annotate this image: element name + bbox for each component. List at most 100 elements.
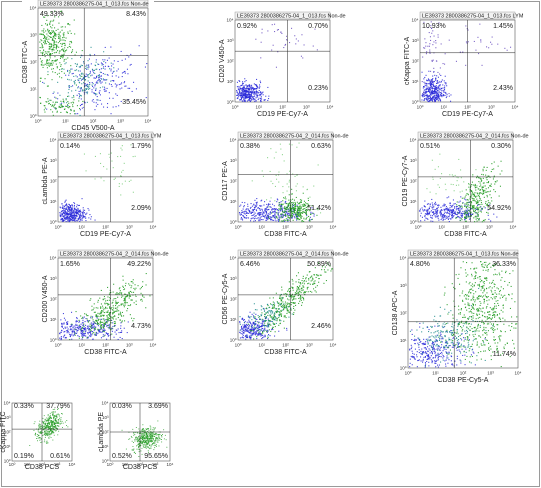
event-dot bbox=[77, 204, 79, 206]
event-dot bbox=[431, 92, 433, 94]
event-dot bbox=[79, 94, 81, 96]
plot-title: LE39373 2800386275-04_2_014.fcs Non-de bbox=[60, 252, 169, 258]
event-dot bbox=[124, 301, 126, 303]
event-dot bbox=[59, 50, 61, 52]
event-dot bbox=[291, 144, 293, 146]
x-axis-label: CD19 PE-Cy7-A bbox=[442, 111, 493, 118]
event-dot bbox=[433, 212, 435, 214]
event-dot bbox=[473, 208, 475, 210]
event-dot bbox=[460, 196, 462, 198]
event-dot bbox=[70, 216, 72, 218]
event-dot bbox=[110, 291, 112, 293]
event-dot bbox=[75, 89, 77, 91]
event-dot bbox=[119, 311, 121, 313]
event-dot bbox=[285, 317, 287, 319]
event-dot bbox=[79, 94, 81, 96]
event-dot bbox=[295, 293, 297, 295]
event-dot bbox=[281, 206, 283, 208]
event-dot bbox=[130, 299, 132, 301]
event-dot bbox=[81, 217, 83, 219]
event-dot bbox=[269, 323, 271, 325]
event-dot bbox=[429, 52, 431, 54]
event-dot bbox=[50, 54, 52, 56]
event-dot bbox=[466, 201, 468, 203]
event-dot bbox=[70, 206, 72, 208]
event-dot bbox=[245, 328, 247, 330]
event-dot bbox=[46, 60, 48, 62]
y-tick-label: 10² bbox=[227, 59, 234, 64]
event-dot bbox=[69, 210, 71, 212]
event-dot bbox=[276, 201, 278, 203]
event-dot bbox=[76, 318, 78, 320]
event-dot bbox=[296, 219, 298, 221]
event-dot bbox=[282, 297, 284, 299]
event-dot bbox=[437, 36, 439, 38]
event-dot bbox=[261, 199, 263, 201]
event-dot bbox=[46, 64, 48, 66]
event-dot bbox=[301, 34, 303, 36]
event-dot bbox=[299, 211, 301, 213]
event-dot bbox=[99, 321, 101, 323]
event-dot bbox=[252, 87, 254, 89]
event-dot bbox=[270, 218, 272, 220]
event-dot bbox=[129, 87, 131, 89]
event-dot bbox=[442, 215, 444, 217]
event-dot bbox=[68, 221, 70, 223]
event-dot bbox=[295, 185, 297, 187]
event-dot bbox=[96, 99, 98, 101]
event-dot bbox=[244, 325, 246, 327]
event-dot bbox=[79, 105, 81, 107]
event-dot bbox=[107, 311, 109, 313]
event-dot bbox=[70, 46, 72, 48]
event-dot bbox=[77, 329, 79, 331]
event-dot bbox=[266, 311, 268, 313]
event-dot bbox=[123, 298, 125, 300]
event-dot bbox=[441, 96, 443, 98]
event-dot bbox=[306, 188, 308, 190]
event-dot bbox=[265, 317, 267, 319]
event-dot bbox=[88, 329, 90, 331]
event-dot bbox=[66, 322, 68, 324]
event-dot bbox=[425, 74, 427, 76]
event-dot bbox=[82, 215, 84, 217]
event-dot bbox=[240, 212, 242, 214]
event-dot bbox=[244, 91, 246, 93]
event-dot bbox=[487, 205, 489, 207]
event-dot bbox=[91, 74, 93, 76]
event-dot bbox=[474, 195, 476, 197]
event-dot bbox=[54, 27, 56, 29]
event-dot bbox=[109, 320, 111, 322]
plot-svg: LE39373 2800386275-04_1_013.fcs Non-de0.… bbox=[219, 11, 346, 118]
event-dot bbox=[288, 311, 290, 313]
event-dot bbox=[43, 82, 45, 84]
event-dot bbox=[67, 220, 69, 222]
event-dot bbox=[255, 318, 257, 320]
event-dot bbox=[306, 203, 308, 205]
event-dot bbox=[425, 90, 427, 92]
event-dot bbox=[76, 63, 78, 65]
event-dot bbox=[65, 99, 67, 101]
event-dot bbox=[243, 319, 245, 321]
event-dot bbox=[246, 86, 248, 88]
event-dot bbox=[436, 211, 438, 213]
event-dot bbox=[97, 99, 99, 101]
event-dot bbox=[97, 299, 99, 301]
event-dot bbox=[280, 31, 282, 33]
event-dot bbox=[62, 57, 64, 59]
event-dot bbox=[278, 209, 280, 211]
event-dot bbox=[273, 215, 275, 217]
event-dot bbox=[475, 202, 477, 204]
event-dot bbox=[124, 320, 126, 322]
event-dot bbox=[435, 92, 437, 94]
event-dot bbox=[96, 323, 98, 325]
event-dot bbox=[76, 320, 78, 322]
event-dot bbox=[69, 207, 71, 209]
event-dot bbox=[262, 324, 264, 326]
event-dot bbox=[51, 53, 53, 55]
event-dot bbox=[82, 330, 84, 332]
event-dot bbox=[271, 216, 273, 218]
event-dot bbox=[60, 339, 62, 341]
quadrant-label-top-right: 1.79% bbox=[131, 143, 151, 150]
event-dot bbox=[69, 219, 71, 221]
event-dot bbox=[442, 87, 444, 89]
